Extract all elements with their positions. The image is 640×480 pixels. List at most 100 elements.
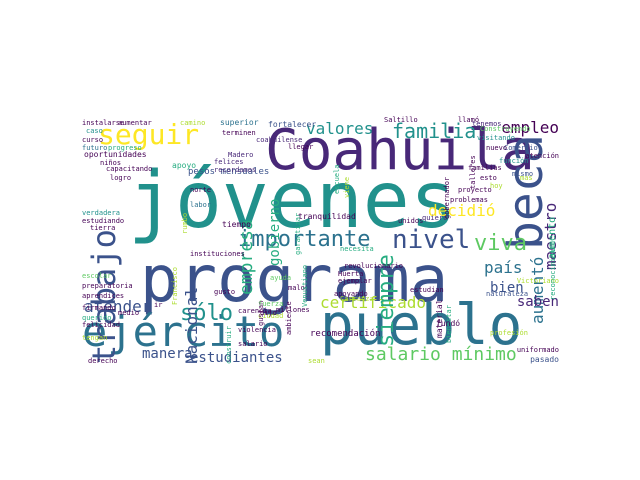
word-progreso: progreso: [108, 144, 142, 152]
word-oportunidades: oportunidades: [84, 150, 147, 159]
word-nuevo: nuevo: [486, 144, 508, 152]
word-gobierno: gobierno: [267, 198, 283, 267]
word-tranquilidad: tranquilidad: [298, 212, 356, 221]
word-victoriano: Victoriano: [516, 277, 559, 285]
word-querido: querido: [82, 314, 112, 322]
word-tenemos: tenemos: [472, 120, 502, 128]
word-ayuda: ayuda: [270, 274, 292, 282]
word-valores: valores: [306, 119, 374, 138]
word-decidio: decidió: [428, 201, 496, 220]
word-salario: salario: [238, 340, 268, 348]
word-labor: labor: [190, 201, 212, 209]
word-pasado: pasado: [530, 355, 559, 364]
word-escolar: escolar: [82, 272, 112, 280]
word-uniformado: uniformado: [516, 346, 559, 354]
word-francisco: Francisco: [171, 266, 179, 305]
word-proyecto: proyecto: [458, 186, 492, 194]
word-preparatoria: preparatoria: [82, 282, 133, 290]
word-rumbo: rumbo: [181, 212, 189, 234]
word-esto: esto: [480, 174, 497, 182]
word-revolucionario: revolucionario: [344, 262, 404, 270]
word-capacitando: capacitando: [106, 165, 153, 173]
word-apoyo: apoyo: [172, 161, 197, 170]
word-caso: caso: [86, 127, 103, 135]
word-mas: mas: [520, 174, 533, 182]
word-apoyando: apoyando: [334, 290, 368, 298]
word-ejercito: ejército: [82, 307, 285, 356]
word-norte: norte: [190, 186, 212, 194]
word-problemas: problemas: [450, 196, 488, 204]
word-escuela: escuela: [333, 164, 341, 195]
word-camino: camino: [180, 119, 206, 127]
word-instalarse: instalarse: [82, 119, 125, 127]
word-viene: viene: [343, 176, 351, 198]
word-madero: Madero: [228, 151, 254, 159]
word-tierra: tierra: [90, 224, 116, 232]
word-derecho: derecho: [88, 357, 118, 365]
word-llamo: llamó: [458, 116, 480, 124]
word-mismo: mismo: [512, 170, 534, 178]
word-coahuilense: coahuilense: [256, 136, 303, 144]
word-carencia: carencia: [238, 307, 272, 315]
word-hoy: hoy: [490, 182, 503, 190]
word-millones: millones: [276, 306, 310, 314]
word-construir: construir: [225, 326, 233, 364]
word-malo: malo: [288, 284, 305, 292]
word-logro: logro: [110, 174, 132, 182]
word-sean: sean: [308, 357, 325, 365]
word-instituciones: instituciones: [190, 250, 245, 258]
word-comercio: Comercio: [504, 144, 538, 152]
word-estudiando: estudiando: [82, 217, 125, 225]
word-tengan: tengan: [82, 334, 108, 342]
word-felices: felices: [214, 158, 244, 166]
word-importante: importante: [238, 227, 371, 252]
word-felicidad: felicidad: [82, 321, 120, 329]
word-ejemplar: ejemplar: [338, 277, 372, 285]
word-programa: programa: [140, 243, 449, 317]
word-bien: bien: [490, 280, 524, 296]
word-futuro: futuro: [82, 144, 108, 152]
word-curso: curso: [82, 136, 104, 144]
word-atender: atender: [84, 297, 152, 316]
word-huerta: Huerta: [338, 270, 364, 278]
word-violencia: violencia: [238, 326, 276, 334]
word-naturaleza: naturaleza: [486, 290, 529, 298]
word-pais: país: [484, 258, 523, 277]
word-funcion: función: [499, 157, 529, 165]
word-visitando: visitando: [477, 134, 515, 142]
word-fundo: fundó: [436, 319, 461, 328]
word-medio: medio: [118, 309, 140, 317]
word-verdadera: verdadera: [82, 209, 120, 217]
word-viva: viva: [474, 231, 527, 256]
word-quiero: quiero: [422, 214, 448, 222]
word-salario-minimo: salario mínimo: [365, 344, 517, 365]
word-llegar: llegar: [288, 143, 314, 151]
word-terminen: terminen: [222, 129, 256, 137]
word-pueblo: pueblo: [320, 293, 523, 358]
word-seguir: seguir: [98, 118, 200, 151]
word-recordamos: recordamos: [214, 166, 257, 174]
word-saben: saben: [516, 294, 559, 310]
word-profesion: profesión: [490, 329, 528, 337]
word-gusto: gusto: [214, 288, 236, 296]
word-estudian: estudian: [410, 286, 444, 294]
word-manera: manera: [142, 346, 193, 362]
word-ninos: niños: [100, 159, 122, 167]
word-nacional: Nacional: [182, 286, 201, 364]
word-estudiantes: estudiantes: [190, 350, 283, 365]
word-familia: familia: [392, 119, 477, 143]
word-necesita: necesita: [340, 245, 374, 253]
word-talleres: talleres: [469, 154, 477, 189]
word-aumentar: aumentar: [118, 119, 152, 127]
word-pesos-mensuales: pesos mensuales: [188, 167, 270, 177]
word-jovenes: jóvenes: [128, 156, 457, 246]
word-saltillo: Saltillo: [384, 116, 418, 124]
word-tiempo: tiempo: [222, 220, 251, 229]
word-fortalecer: fortalecer: [268, 120, 317, 129]
word-ambiente: ambiente: [285, 300, 293, 335]
word-superior: superior: [220, 118, 259, 127]
word-certificado: certificado: [320, 293, 426, 312]
word-ciudad: ciudad: [258, 312, 284, 320]
word-fuerza: fuerza: [258, 300, 284, 308]
